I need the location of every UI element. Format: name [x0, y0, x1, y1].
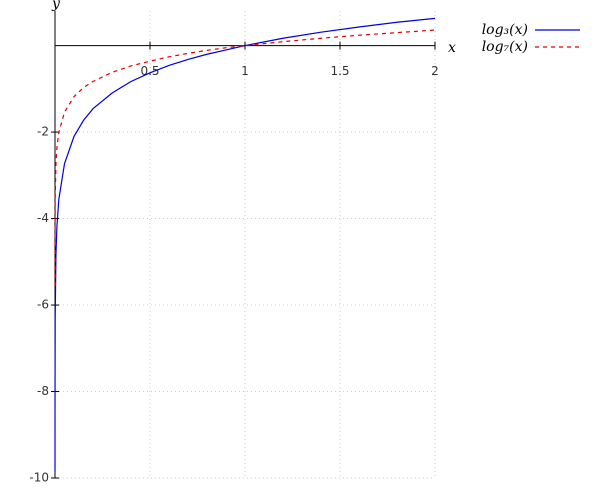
x-tick-label: 2	[431, 64, 439, 78]
x-tick-label: 1.5	[330, 64, 349, 78]
y-tick-label: -4	[37, 211, 49, 225]
y-tick-label: -2	[37, 125, 49, 139]
line	[54, 29, 436, 287]
legend-label: log₃(x)	[482, 22, 528, 38]
y-tick-label: -8	[37, 384, 49, 398]
y-axis-label: y	[51, 0, 61, 12]
y-tick-label: -6	[37, 298, 49, 312]
line	[54, 17, 436, 472]
x-axis-label: x	[448, 40, 456, 56]
x-tick-label: 1	[241, 64, 249, 78]
y-tick-label: -10	[29, 471, 49, 485]
legend-label: log₇(x)	[482, 39, 528, 55]
